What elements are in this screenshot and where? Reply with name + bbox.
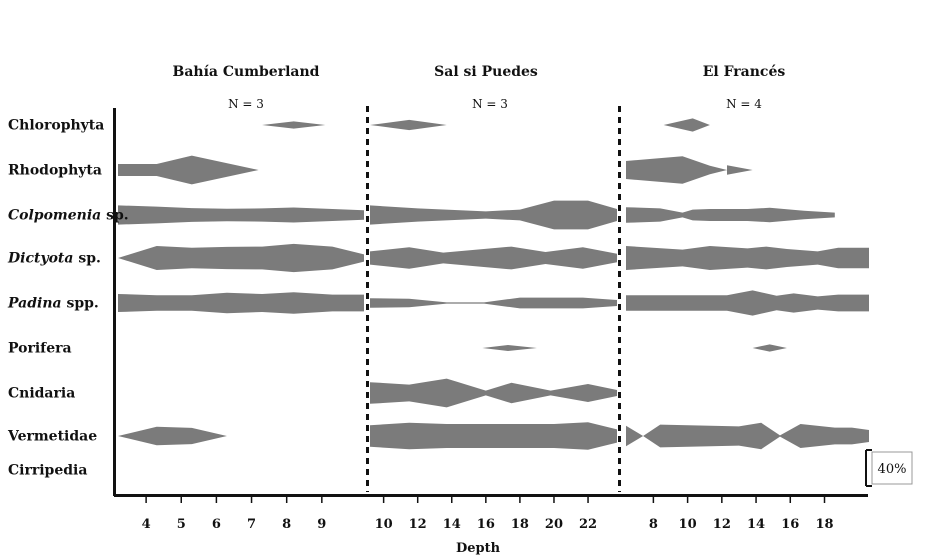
scale-bar-label: 40% <box>878 462 907 477</box>
kite-2-row-8 <box>370 422 617 450</box>
x-axis-title-text: Depth <box>456 541 501 555</box>
x-tick-label-1-9: 9 <box>317 517 326 532</box>
site-title-2: Sal si Puedes <box>434 64 538 80</box>
site-n-3: N = 4 <box>726 97 762 111</box>
kite-1-row-3 <box>118 205 364 225</box>
x-tick-label-3-18: 18 <box>815 517 833 532</box>
scale-bar: 40% <box>865 449 913 487</box>
x-tick-label-2-18: 18 <box>511 517 529 532</box>
x-tick-label-3-10: 10 <box>679 517 697 532</box>
kite-2-row-6 <box>482 345 537 351</box>
kite-3-row-3 <box>626 207 835 223</box>
scale-bar-box <box>871 451 913 485</box>
taxon-label-6: Porifera <box>8 341 72 357</box>
kite-2-row-3 <box>370 200 617 230</box>
kite-1-row-5 <box>118 292 364 314</box>
kite-2-row-5 <box>370 297 617 309</box>
x-tick-label-3-14: 14 <box>747 517 765 532</box>
site-title-1: Bahía Cumberland <box>173 64 320 80</box>
kite-3-row-6 <box>752 344 787 352</box>
x-tick-label-1-8: 8 <box>282 517 291 532</box>
taxon-label-2: Rhodophyta <box>8 163 102 179</box>
kite-1-row-1 <box>262 121 326 129</box>
kite-1-row-4 <box>118 243 364 273</box>
site-dividers <box>366 106 621 492</box>
taxon-label-7: Cnidaria <box>8 386 75 402</box>
x-axis-title: Depth <box>456 541 501 555</box>
x-tick-label-2-12: 12 <box>409 517 427 532</box>
kite-2-row-4 <box>370 246 617 270</box>
taxon-label-3: Colpomenia sp. <box>8 208 129 224</box>
kite-2-row-1 <box>370 119 447 131</box>
kite-3-row-2 <box>626 156 753 184</box>
labels: Bahía Cumberland N = 3 4 5 6 7 8 9 Sal si Puedes… <box>7 64 834 532</box>
kite-3-row-5 <box>626 290 869 316</box>
kite-2-row-7 <box>370 378 617 408</box>
x-tick-label-1-7: 7 <box>247 517 256 532</box>
x-tick-label-3-8: 8 <box>649 517 658 532</box>
taxon-label-1: Chlorophyta <box>8 118 104 134</box>
kite-shapes <box>118 118 869 450</box>
taxon-label-9: Cirripedia <box>8 463 87 479</box>
x-tick-label-1-4: 4 <box>142 517 151 532</box>
kite-3-row-4 <box>626 246 869 270</box>
taxon-label-8: Vermetidae <box>7 429 97 445</box>
x-tick-label-2-20: 20 <box>545 517 563 532</box>
x-tick-label-2-22: 22 <box>579 517 597 532</box>
site-title-3: El Francés <box>703 64 786 80</box>
x-tick-label-3-12: 12 <box>713 517 731 532</box>
x-tick-label-1-6: 6 <box>212 517 221 532</box>
scale-bar-bracket <box>865 449 872 487</box>
x-tick-label-3-16: 16 <box>781 517 799 532</box>
taxon-label-5: Padina spp. <box>7 296 99 312</box>
x-tick-label-2-16: 16 <box>477 517 495 532</box>
taxon-label-4: Dictyota sp. <box>7 251 101 267</box>
site-n-2: N = 3 <box>472 97 508 111</box>
site-n-1: N = 3 <box>228 97 264 111</box>
axes <box>113 108 868 497</box>
x-tick-label-2-10: 10 <box>375 517 393 532</box>
kite-1-row-2 <box>118 155 259 185</box>
kite-3-row-1 <box>663 118 710 132</box>
x-tick-label-2-14: 14 <box>443 517 461 532</box>
x-tick-label-1-5: 5 <box>177 517 186 532</box>
kite-3-row-8 <box>626 422 869 450</box>
kite-1-row-8 <box>118 426 227 446</box>
